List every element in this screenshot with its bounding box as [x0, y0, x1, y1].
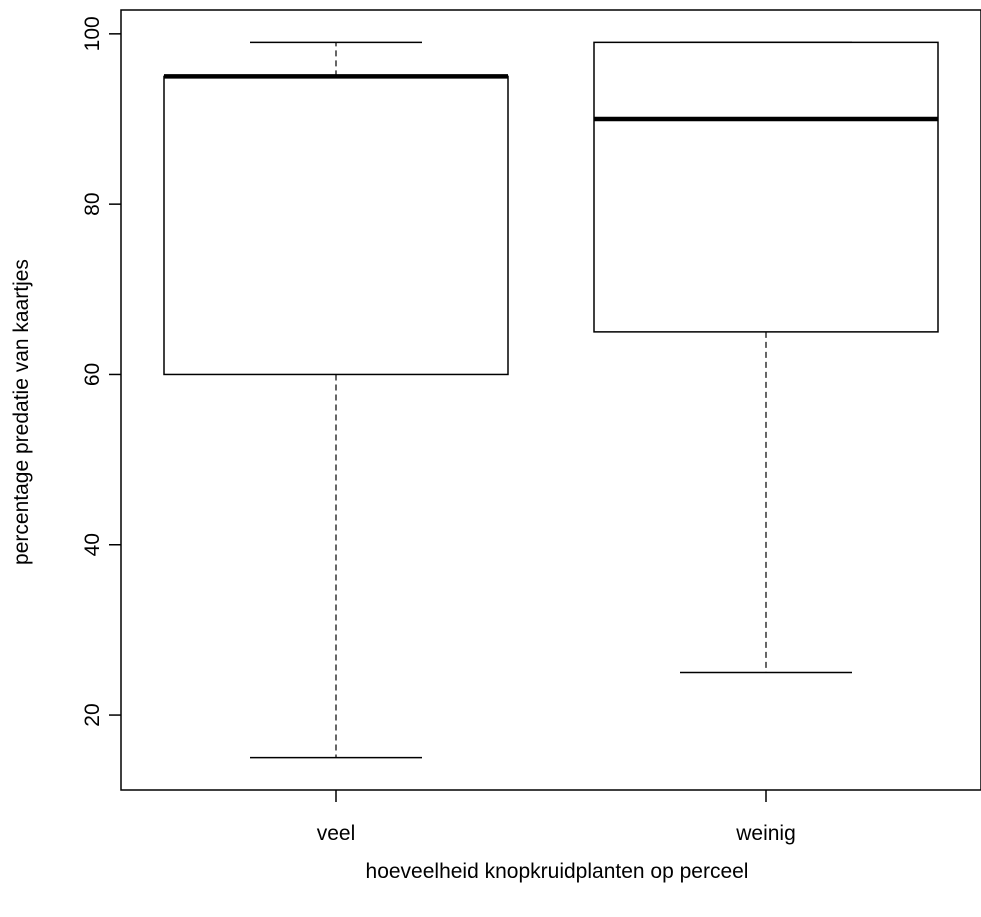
box-iqr: [593, 41, 939, 333]
y-tick-label: 20: [81, 703, 104, 726]
plot-frame: [120, 9, 981, 791]
y-tick-label: 60: [81, 363, 104, 386]
x-axis-label: hoeveelheid knopkruidplanten op perceel: [366, 860, 749, 883]
x-tick-label: weinig: [735, 822, 796, 845]
y-tick-label: 80: [81, 192, 104, 215]
y-axis-label: percentage predatie van kaartjes: [10, 259, 33, 565]
x-tick-label: veel: [317, 822, 356, 845]
y-tick-label: 40: [81, 533, 104, 556]
y-tick-label: 100: [81, 16, 104, 51]
box-iqr: [163, 75, 509, 376]
